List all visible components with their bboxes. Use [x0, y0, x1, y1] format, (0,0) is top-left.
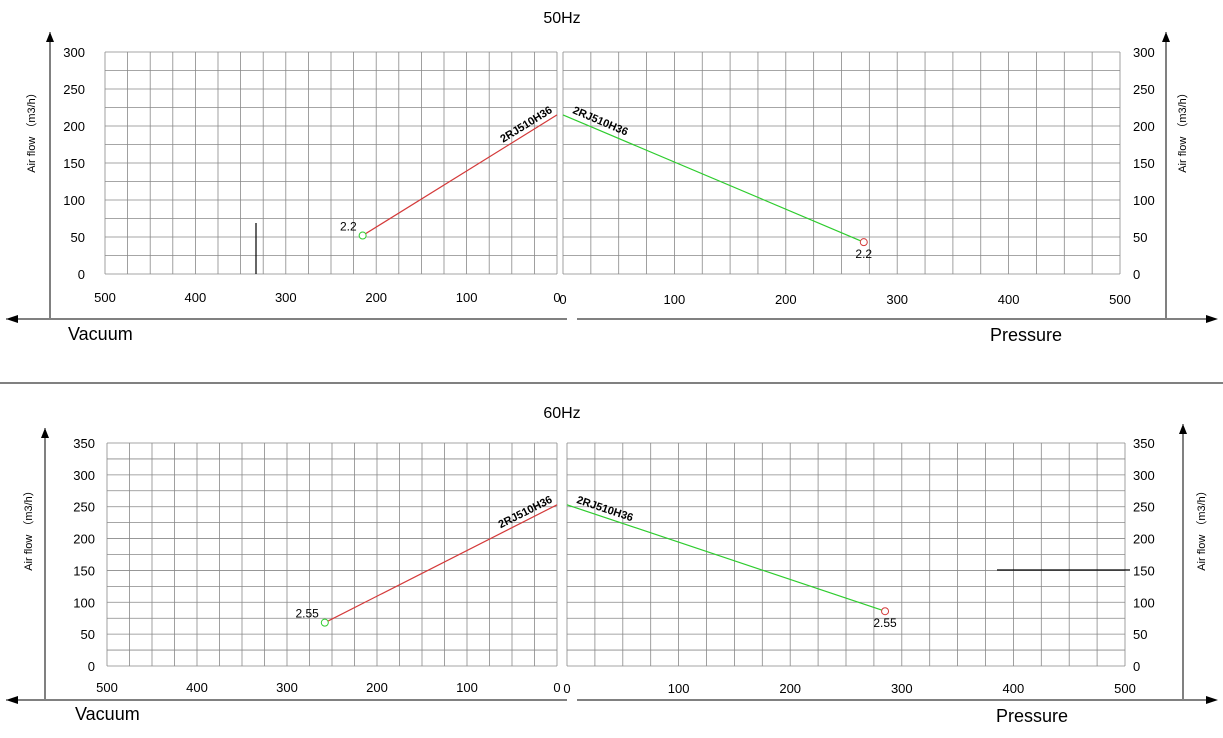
- y-tick-left: 250: [73, 500, 95, 515]
- series-name-label: 2RJ510H36: [498, 104, 554, 145]
- side-label-pressure: Pressure: [996, 706, 1068, 726]
- y-tick-right: 200: [1133, 119, 1155, 134]
- chart-title: 60Hz: [543, 405, 580, 422]
- y-tick-right: 100: [1133, 193, 1155, 208]
- y-tick-right: 0: [1133, 659, 1140, 674]
- x-tick-right: 300: [891, 681, 913, 696]
- series-line: [324, 504, 558, 624]
- x-tick-right: 200: [779, 681, 801, 696]
- y-axis-label-right: Air flow （m3/h）: [1195, 485, 1208, 571]
- y-tick-right: 150: [1133, 563, 1155, 578]
- x-tick-left: 300: [275, 290, 297, 305]
- y-tick-left: 200: [73, 532, 95, 547]
- y-tick-left: 100: [63, 193, 85, 208]
- y-axis-label-right: Air flow （m3/h）: [1176, 87, 1189, 173]
- y-tick-left: 100: [73, 595, 95, 610]
- series-line: [562, 114, 865, 243]
- side-label-vacuum: Vacuum: [75, 704, 140, 724]
- x-tick-left: 400: [186, 680, 208, 695]
- x-tick-right: 500: [1114, 681, 1136, 696]
- series-end-marker: [881, 607, 890, 616]
- series-end-label: 2.55: [873, 616, 897, 630]
- y-tick-right: 250: [1133, 82, 1155, 97]
- y-tick-left: 300: [73, 468, 95, 483]
- side-label-vacuum: Vacuum: [68, 324, 133, 344]
- y-tick-left: 50: [81, 627, 95, 642]
- y-tick-left: 150: [73, 563, 95, 578]
- y-tick-left: 250: [63, 82, 85, 97]
- x-tick-right: 100: [664, 292, 686, 307]
- x-tick-right: 0: [563, 681, 570, 696]
- y-tick-left: 150: [63, 156, 85, 171]
- x-axis-pressure-arrow: [1206, 315, 1218, 323]
- x-tick-right: 200: [775, 292, 797, 307]
- y-tick-right: 300: [1133, 45, 1155, 60]
- y-tick-right: 0: [1133, 267, 1140, 282]
- series-line: [362, 114, 558, 237]
- y-axis-right-arrow: [1179, 424, 1187, 434]
- y-tick-right: 350: [1133, 436, 1155, 451]
- y-tick-right: 50: [1133, 230, 1147, 245]
- series-line: [566, 504, 886, 612]
- x-tick-left: 0: [553, 680, 560, 695]
- y-tick-left: 350: [73, 436, 95, 451]
- x-tick-right: 0: [559, 292, 566, 307]
- y-axis-left-arrow: [41, 428, 49, 438]
- panel-left: 500 400 300 200 100 0 2.2 2RJ510H36: [94, 51, 561, 305]
- y-tick-right: 300: [1133, 468, 1155, 483]
- x-tick-left: 500: [96, 680, 118, 695]
- y-axis-label-left: Air flow （m3/h）: [25, 87, 38, 173]
- x-tick-left: 100: [456, 680, 478, 695]
- y-tick-left: 200: [63, 119, 85, 134]
- y-tick-left: 300: [63, 45, 85, 60]
- series-end-label: 2.2: [340, 220, 357, 234]
- x-tick-left: 100: [456, 290, 478, 305]
- x-tick-left: 200: [365, 290, 387, 305]
- series-end-label: 2.55: [295, 607, 319, 621]
- x-tick-right: 300: [886, 292, 908, 307]
- series-end-marker: [320, 618, 329, 627]
- y-tick-right: 150: [1133, 156, 1155, 171]
- y-tick-right: 250: [1133, 500, 1155, 515]
- x-tick-left: 0: [553, 290, 560, 305]
- chart-60Hz: 60Hz Air flow （m3/h） Air flow （m3/h） Vacuum…: [6, 405, 1218, 726]
- y-tick-left: 0: [88, 659, 95, 674]
- x-axis-pressure-arrow: [1206, 696, 1218, 704]
- side-label-pressure: Pressure: [990, 325, 1062, 345]
- x-tick-left: 400: [185, 290, 207, 305]
- panel-left: 500 400 300 200 100 0 2.55 2RJ510H36: [96, 442, 561, 695]
- series-end-marker: [859, 238, 868, 247]
- chart-50Hz: 50Hz Air flow （m3/h） Air flow （m3/h） Vacuum…: [6, 10, 1218, 345]
- series-name-label: 2RJ510H36: [575, 494, 634, 524]
- y-axis-label-left: Air flow （m3/h）: [22, 485, 35, 571]
- x-axis-vacuum-arrow: [6, 315, 18, 323]
- y-axis-right-arrow: [1162, 32, 1170, 42]
- x-tick-left: 200: [366, 680, 388, 695]
- series-end-label: 2.2: [855, 247, 872, 261]
- y-tick-left: 0: [78, 267, 85, 282]
- x-tick-right: 100: [668, 681, 690, 696]
- series-end-marker: [358, 231, 367, 240]
- chart-title: 50Hz: [543, 10, 580, 27]
- series-name-label: 2RJ510H36: [497, 494, 555, 531]
- x-tick-right: 400: [998, 292, 1020, 307]
- y-tick-right: 100: [1133, 595, 1155, 610]
- x-tick-right: 500: [1109, 292, 1131, 307]
- x-tick-left: 300: [276, 680, 298, 695]
- x-tick-left: 500: [94, 290, 116, 305]
- y-axis-left-arrow: [46, 32, 54, 42]
- x-axis-vacuum-arrow: [6, 696, 18, 704]
- x-tick-right: 400: [1003, 681, 1025, 696]
- y-tick-right: 50: [1133, 627, 1147, 642]
- y-tick-left: 50: [71, 230, 85, 245]
- y-tick-right: 200: [1133, 532, 1155, 547]
